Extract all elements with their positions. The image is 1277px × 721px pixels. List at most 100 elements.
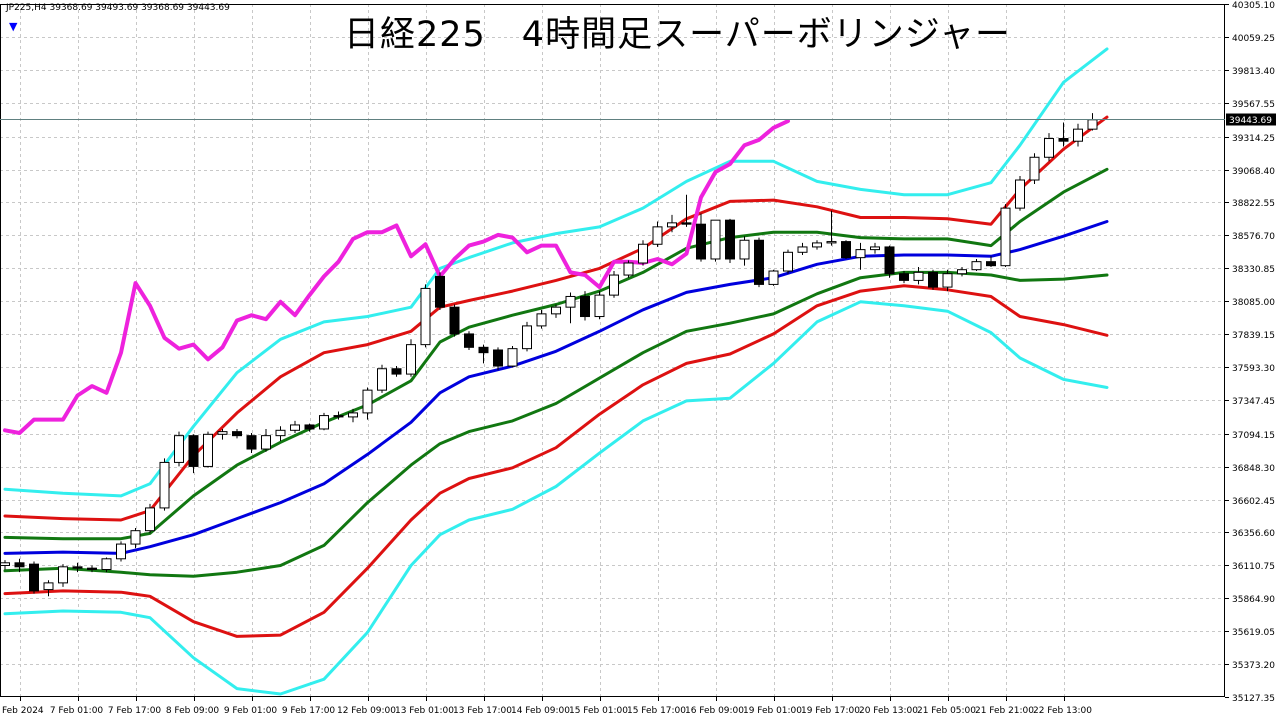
candle — [812, 240, 822, 250]
candle — [957, 267, 967, 277]
candle — [594, 291, 605, 320]
candle — [420, 284, 431, 348]
candle-body — [565, 295, 576, 308]
candle — [768, 269, 779, 286]
candle-body — [420, 287, 431, 346]
x-tick-label: 19 Feb 01:00 — [743, 706, 802, 716]
candle — [667, 214, 677, 233]
y-tick-label: 38576.70 — [1232, 232, 1275, 242]
candle — [580, 291, 590, 321]
symbol-info: JP225,H4 39368.69 39493.69 39368.69 3944… — [6, 3, 230, 13]
chart-title: 日経225 4時間足スーパーボリンジャー — [344, 15, 1011, 55]
candle-body — [522, 325, 532, 350]
candle-body — [72, 566, 83, 569]
candle — [783, 249, 793, 274]
x-tick-label: 9 Feb 01:00 — [224, 706, 278, 716]
candle — [0, 560, 10, 570]
candle-body — [217, 431, 228, 435]
y-tick-label: 38085.00 — [1232, 298, 1275, 308]
candle-body — [261, 435, 271, 450]
candle — [507, 345, 518, 368]
candle — [1000, 204, 1011, 268]
candle — [72, 562, 83, 573]
x-tick-label: 7 Feb 01:00 — [50, 706, 104, 716]
y-tick-label: 36848.30 — [1232, 464, 1275, 474]
candle-body — [986, 261, 996, 267]
candle-body — [942, 273, 953, 288]
candle — [884, 245, 895, 278]
candle — [536, 309, 547, 329]
candle — [377, 364, 387, 393]
candle — [362, 387, 373, 420]
chart-grid — [0, 4, 1225, 697]
candle-body — [957, 269, 967, 275]
candle — [188, 434, 199, 474]
x-tick-label: 22 Feb 13:00 — [1033, 706, 1092, 716]
upper-band-2sigma — [3, 115, 1109, 522]
candle — [986, 256, 996, 268]
candle-body — [783, 251, 793, 272]
candle-body — [899, 273, 909, 281]
candle — [246, 432, 257, 454]
candle-body — [797, 246, 808, 253]
candle — [319, 412, 329, 431]
lower-band-2sigma — [3, 284, 1109, 638]
candle-body — [246, 435, 257, 450]
candle-body — [377, 368, 387, 391]
candle — [1073, 123, 1083, 147]
x-tick-label: 20 Feb 13:00 — [859, 706, 918, 716]
y-tick-label: 39567.55 — [1232, 100, 1275, 110]
candle-body — [739, 239, 750, 260]
candle-body — [768, 270, 779, 285]
candle — [333, 411, 344, 420]
candle — [522, 321, 532, 352]
candle — [493, 347, 503, 371]
x-tick-label: 15 Feb 01:00 — [569, 706, 628, 716]
y-tick-label: 36110.75 — [1232, 562, 1275, 572]
candle — [1029, 153, 1040, 185]
y-tick-label: 38330.85 — [1232, 265, 1275, 275]
y-tick-label: 39813.40 — [1232, 67, 1275, 77]
candle — [174, 431, 184, 467]
candle-body — [536, 313, 547, 327]
candle — [449, 304, 460, 337]
candle — [406, 339, 416, 377]
y-tick-label: 40059.25 — [1232, 34, 1275, 44]
lower-band-1sigma — [3, 270, 1109, 578]
candle — [203, 431, 213, 468]
y-tick-label: 35373.20 — [1232, 661, 1275, 671]
candle-body — [0, 562, 10, 566]
candle — [116, 541, 126, 562]
candle-body — [754, 239, 764, 285]
candle — [681, 194, 692, 227]
current-price-label: 39443.69 — [1229, 116, 1272, 126]
candle-body — [333, 415, 344, 418]
x-tick-label: 6 Feb 2024 — [0, 706, 44, 716]
candle — [87, 565, 97, 573]
x-tick-label: 12 Feb 09:00 — [337, 706, 396, 716]
y-tick-label: 35127.35 — [1232, 694, 1275, 704]
candle — [725, 218, 735, 263]
plot-frame — [0, 4, 1225, 697]
candle-body — [478, 346, 489, 354]
candle — [609, 271, 619, 298]
candle — [623, 260, 634, 278]
middle-band — [3, 220, 1109, 555]
candle-body — [1015, 179, 1025, 209]
x-tick-label: 7 Feb 17:00 — [108, 706, 162, 716]
x-tick-label: 9 Feb 17:00 — [282, 706, 336, 716]
candle — [58, 564, 68, 587]
candle-body — [1058, 138, 1069, 142]
x-tick-label: 13 Feb 01:00 — [395, 706, 454, 716]
candle — [1044, 133, 1054, 162]
candle — [913, 267, 924, 285]
candle — [275, 426, 286, 442]
lower-band-3sigma — [3, 300, 1109, 696]
y-tick-label: 38822.55 — [1232, 199, 1275, 209]
candle-body — [826, 241, 837, 244]
y-tick-label: 39314.25 — [1232, 134, 1275, 144]
candle — [478, 344, 489, 364]
candle — [899, 271, 909, 284]
candle-body — [1073, 128, 1083, 142]
